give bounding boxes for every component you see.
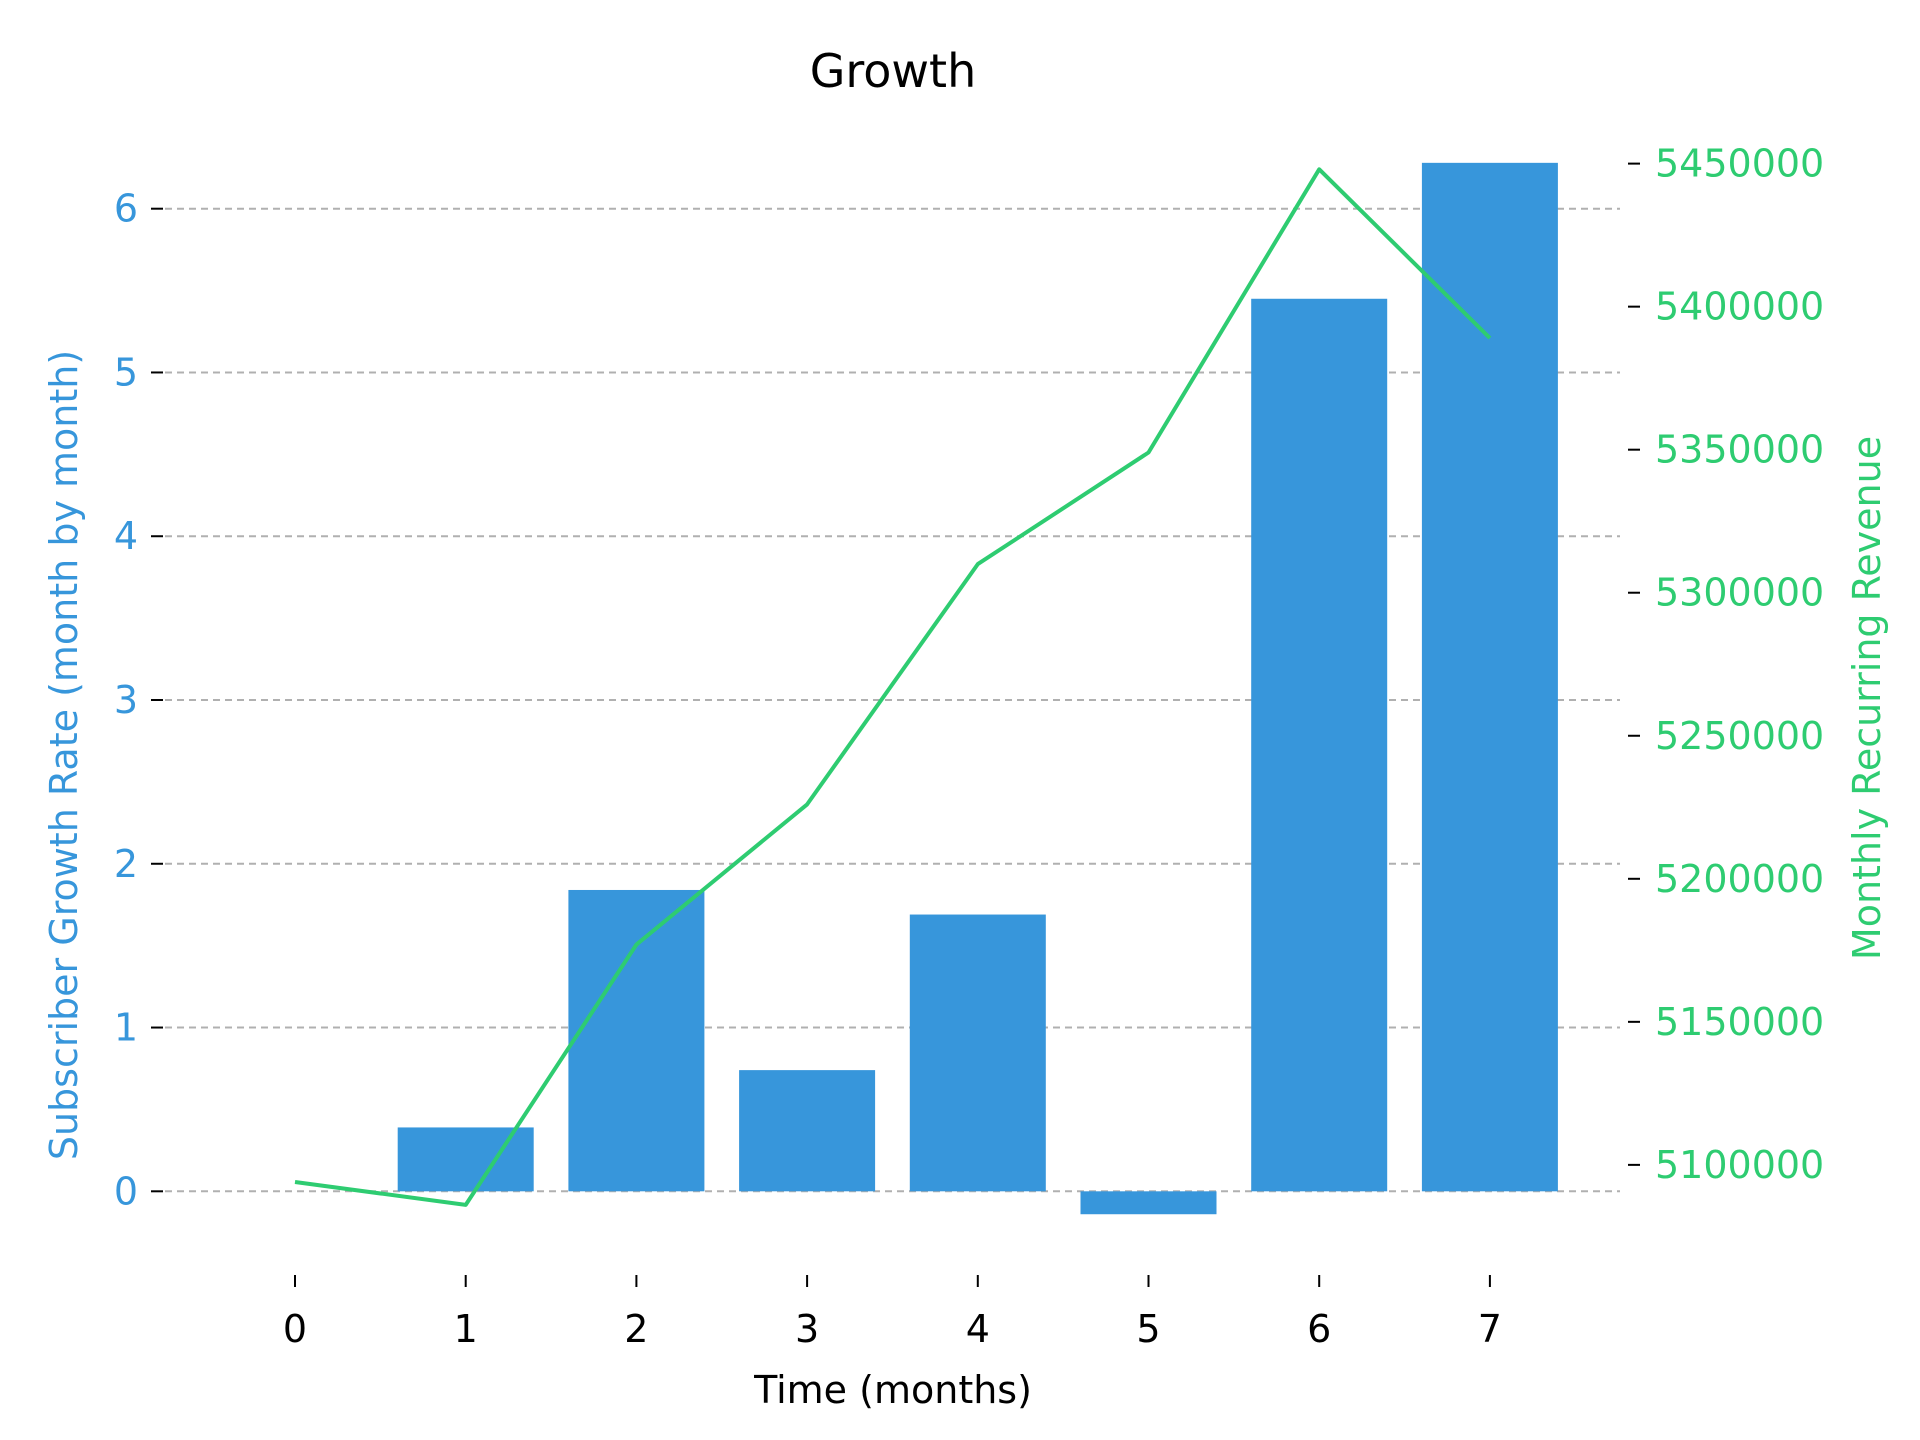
y-tick-label-4: 4: [114, 514, 138, 558]
bar-month-7: [1421, 162, 1558, 1192]
gridlines: [165, 207, 1620, 1193]
x-tick-label-3: 3: [795, 1307, 819, 1351]
x-axis-label: Time (months): [753, 1368, 1032, 1412]
bar-month-6: [1251, 298, 1388, 1192]
y2-tick-label-1: 5150000: [1655, 1000, 1824, 1044]
y2-tick-label-6: 5400000: [1655, 285, 1824, 329]
bar-month-2: [568, 889, 705, 1192]
revenue-line: [294, 167, 1492, 1207]
bar-series: [397, 162, 1558, 1215]
y-axis-label-left: Subscriber Growth Rate (month by month): [42, 350, 86, 1160]
bar-month-4: [909, 914, 1046, 1192]
x-tick-label-0: 0: [283, 1307, 307, 1351]
x-tick-label-7: 7: [1478, 1307, 1502, 1351]
y-tick-label-5: 5: [114, 350, 138, 394]
y-tick-label-1: 1: [114, 1006, 138, 1050]
axes: 0 1 2 3 4 5 6 5100000 5150000 5200000 5250000 53000…: [114, 142, 1824, 1351]
y-tick-label-0: 0: [114, 1169, 138, 1213]
y2-tick-label-4: 5300000: [1655, 571, 1824, 615]
bar-month-1: [397, 1127, 534, 1192]
y2-tick-label-3: 5250000: [1655, 714, 1824, 758]
y-tick-label-3: 3: [114, 678, 138, 722]
y2-tick-label-2: 5200000: [1655, 857, 1824, 901]
y-tick-label-6: 6: [114, 187, 138, 231]
y2-tick-label-7: 5450000: [1655, 142, 1824, 186]
x-tick-label-5: 5: [1136, 1307, 1160, 1351]
x-tick-label-1: 1: [454, 1307, 478, 1351]
x-tick-label-6: 6: [1307, 1307, 1331, 1351]
line-series: [294, 167, 1492, 1207]
y2-tick-label-0: 5100000: [1655, 1143, 1824, 1187]
bar-month-5: [1080, 1191, 1217, 1215]
y2-tick-label-5: 5350000: [1655, 428, 1824, 472]
x-tick-label-4: 4: [966, 1307, 990, 1351]
y-tick-label-2: 2: [114, 842, 138, 886]
bar-month-3: [739, 1070, 876, 1192]
y-axis-label-right: Monthly Recurring Revenue: [1845, 436, 1889, 960]
chart-title: Growth: [810, 44, 977, 98]
x-tick-label-2: 2: [624, 1307, 648, 1351]
